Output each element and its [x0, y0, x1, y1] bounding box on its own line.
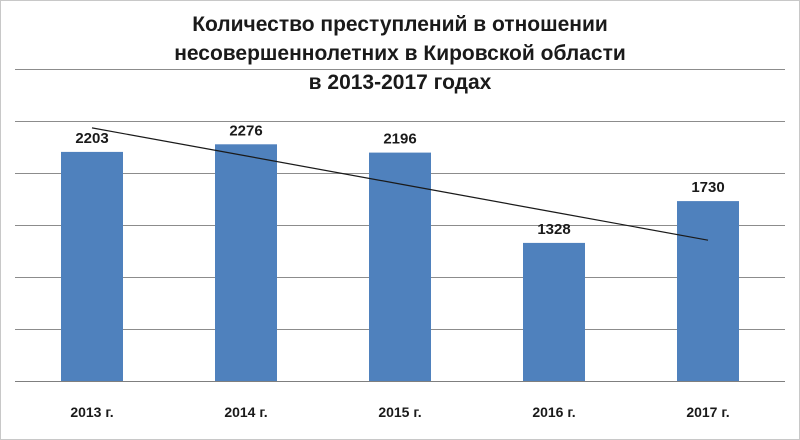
- x-tick-label: 2014 г.: [224, 404, 267, 420]
- x-tick-label: 2013 г.: [70, 404, 113, 420]
- bar: [369, 152, 431, 381]
- bar: [61, 151, 123, 381]
- chart-title-line-3: в 2013-2017 годах: [308, 71, 492, 94]
- data-label: 2203: [75, 130, 108, 147]
- data-label: 2276: [229, 122, 262, 139]
- data-label: 1328: [537, 221, 570, 238]
- trendline: [91, 127, 709, 241]
- data-label: 2196: [383, 131, 416, 148]
- bar: [677, 201, 739, 381]
- bar: [523, 242, 585, 381]
- chart-title-line-1: Количество преступлений в отношении: [192, 13, 608, 36]
- chart-title-line-2: несовершеннолетних в Кировской области: [174, 42, 626, 65]
- chart-title: Количество преступлений в отношении несо…: [0, 10, 800, 97]
- bar: [215, 144, 277, 381]
- x-tick-label: 2015 г.: [378, 404, 421, 420]
- x-tick-label: 2017 г.: [686, 404, 729, 420]
- x-tick-label: 2016 г.: [532, 404, 575, 420]
- data-label: 1730: [691, 179, 724, 196]
